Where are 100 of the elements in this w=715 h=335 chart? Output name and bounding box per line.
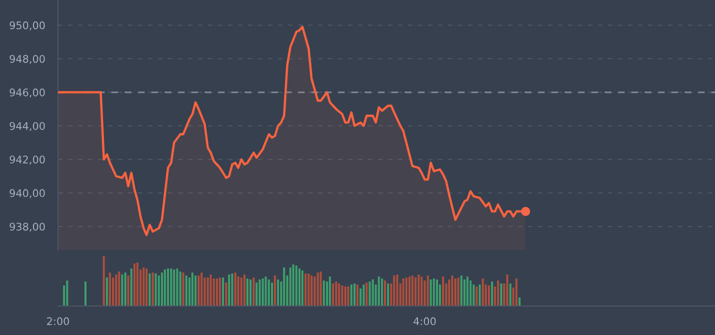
bar xyxy=(200,272,203,306)
bar xyxy=(130,268,132,306)
bar xyxy=(243,274,246,306)
y-tick-label: 942,00 xyxy=(10,156,45,165)
bar xyxy=(335,282,338,306)
bar xyxy=(418,274,420,306)
bar xyxy=(206,278,209,306)
bar xyxy=(500,284,502,306)
bar xyxy=(491,282,494,306)
bar xyxy=(362,284,365,306)
bar xyxy=(515,278,518,306)
bar xyxy=(314,276,316,306)
bar xyxy=(509,284,512,306)
bar xyxy=(252,278,255,306)
bar xyxy=(360,288,362,306)
bar xyxy=(408,276,411,306)
bar xyxy=(478,284,481,306)
bar xyxy=(258,280,261,306)
bar xyxy=(160,272,163,306)
bar xyxy=(432,278,435,306)
bar xyxy=(268,280,270,306)
bar xyxy=(250,280,252,306)
bar xyxy=(442,276,444,306)
bar xyxy=(154,274,157,306)
bar xyxy=(436,280,438,306)
bar xyxy=(121,274,124,306)
bar xyxy=(66,280,68,306)
bar xyxy=(182,272,184,306)
bar xyxy=(405,278,408,306)
y-tick-label: 950,00 xyxy=(10,21,45,30)
bar xyxy=(198,276,200,306)
x-tick-label: 2:00 xyxy=(47,317,70,326)
bar xyxy=(320,272,322,306)
x-tick-label: 4:00 xyxy=(414,317,436,326)
bar xyxy=(347,286,350,306)
bar xyxy=(237,276,240,306)
bar xyxy=(102,256,105,306)
bar xyxy=(170,268,172,306)
y-tick-label: 946,00 xyxy=(10,88,45,98)
bar xyxy=(225,282,228,306)
bar xyxy=(298,268,300,306)
bar xyxy=(108,272,111,306)
bar xyxy=(148,274,151,306)
bar xyxy=(372,280,374,306)
bar xyxy=(518,298,521,306)
bar xyxy=(173,270,176,306)
bar xyxy=(127,276,130,306)
bar xyxy=(414,278,417,306)
bar xyxy=(310,276,313,306)
bar xyxy=(274,276,276,306)
bar xyxy=(292,264,294,306)
bar xyxy=(185,276,188,306)
y-tick-label: 944,00 xyxy=(10,122,45,132)
bar xyxy=(240,278,242,306)
bar xyxy=(316,272,319,306)
bar xyxy=(488,286,490,306)
bar xyxy=(231,274,234,306)
bar xyxy=(332,284,334,306)
bar xyxy=(378,276,380,306)
bar xyxy=(133,264,136,306)
bar xyxy=(146,268,148,306)
bar xyxy=(356,284,358,306)
bar xyxy=(158,276,160,306)
bar xyxy=(448,280,450,306)
bar xyxy=(262,278,264,306)
bar xyxy=(283,268,286,306)
bar xyxy=(338,284,340,306)
bar xyxy=(497,280,500,306)
bar xyxy=(106,278,108,306)
bar xyxy=(295,266,298,306)
bar xyxy=(115,274,118,306)
bar xyxy=(393,276,396,306)
bar xyxy=(470,280,472,306)
bar xyxy=(328,276,331,306)
bar xyxy=(460,276,462,306)
y-tick-label: 940,00 xyxy=(10,189,45,198)
bar xyxy=(482,278,484,306)
bar xyxy=(118,272,120,306)
bar xyxy=(218,278,221,306)
bar xyxy=(191,272,194,306)
bar xyxy=(270,282,273,306)
y-tick-label: 938,00 xyxy=(10,222,45,232)
bar xyxy=(387,284,390,306)
bar xyxy=(420,276,423,306)
bar xyxy=(142,268,145,306)
bar xyxy=(506,274,508,306)
bar xyxy=(167,268,170,306)
bar xyxy=(194,276,197,306)
bar xyxy=(381,278,384,306)
bar xyxy=(152,272,154,306)
bar xyxy=(264,276,267,306)
bar xyxy=(411,276,414,306)
bar xyxy=(256,282,258,306)
bar xyxy=(353,284,356,306)
bar xyxy=(179,272,182,306)
bar xyxy=(451,276,454,306)
bar xyxy=(246,278,248,306)
bar xyxy=(176,268,178,306)
y-tick-label: 948,00 xyxy=(10,54,45,64)
bar xyxy=(222,278,224,306)
